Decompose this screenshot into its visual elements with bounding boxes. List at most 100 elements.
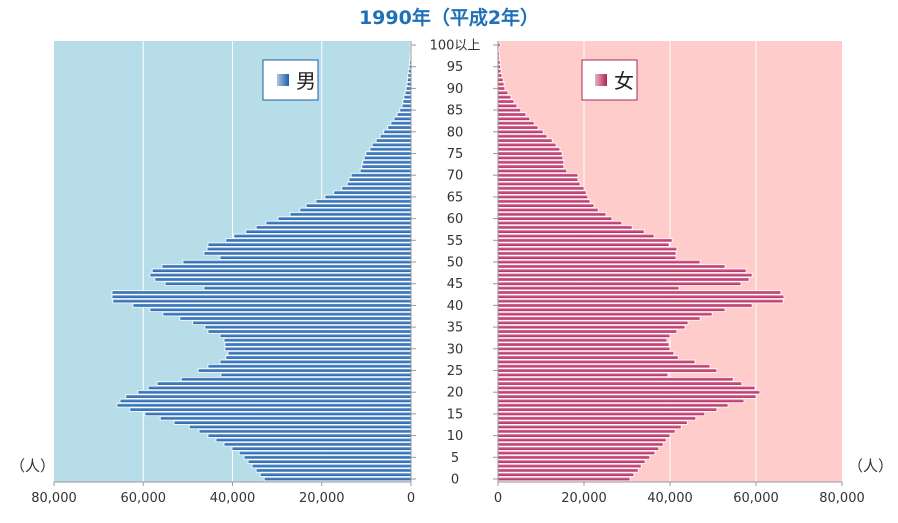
- male-bar-age-13: [173, 420, 412, 425]
- age-tick-label: 55: [447, 234, 464, 249]
- male-bar-age-35: [204, 324, 412, 330]
- male-bar-age-10: [207, 433, 412, 438]
- age-tick-label: 80: [447, 125, 464, 140]
- female-bar-age-20: [497, 389, 761, 395]
- male-bar-age-15: [144, 411, 412, 417]
- male-x-tick-label: 60,000: [121, 491, 167, 506]
- female-bar-age-78: [497, 138, 553, 143]
- female-bar-age-0: [497, 476, 631, 482]
- age-tick-label: 70: [447, 169, 464, 184]
- male-bar-age-32: [223, 337, 412, 343]
- male-bar-age-36: [192, 320, 412, 325]
- female-bar-age-25: [497, 368, 718, 373]
- male-bar-age-29: [227, 350, 412, 356]
- male-bar-age-5: [243, 455, 412, 460]
- female-bar-age-28: [497, 355, 679, 360]
- female-bar-age-74: [497, 155, 564, 161]
- male-bar-age-90: [405, 86, 412, 91]
- female-bar-age-72: [497, 164, 565, 169]
- unit-label-left: （人）: [10, 457, 55, 475]
- age-tick-label: 45: [447, 277, 464, 292]
- male-bar-age-73: [362, 159, 412, 165]
- female-bar-age-33: [497, 333, 671, 338]
- female-bar-age-89: [497, 90, 509, 95]
- male-bar-age-4: [247, 459, 412, 464]
- male-bar-age-56: [233, 233, 412, 239]
- male-bar-age-76: [369, 146, 412, 152]
- female-bar-age-27: [497, 359, 696, 365]
- male-bar-age-24: [220, 372, 412, 378]
- female-bar-age-43: [497, 290, 782, 295]
- female-bar-age-62: [497, 207, 599, 213]
- female-bar-age-15: [497, 411, 706, 417]
- male-bar-age-78: [375, 138, 412, 143]
- age-tick-label: 75: [447, 147, 464, 162]
- male-bar-age-22: [156, 381, 412, 386]
- male-bar-age-51: [219, 255, 412, 260]
- female-bar-age-54: [497, 242, 670, 247]
- female-bar-age-80: [497, 129, 544, 134]
- male-bar-age-62: [299, 207, 412, 213]
- male-bar-age-26: [207, 363, 412, 369]
- male-bar-age-60: [277, 216, 412, 221]
- male-bar-age-23: [180, 376, 412, 382]
- female-legend-box: [581, 59, 638, 101]
- male-bar-age-25: [197, 368, 412, 373]
- male-bar-age-64: [315, 199, 412, 204]
- male-bar-age-43: [111, 290, 412, 295]
- female-bar-age-36: [497, 320, 689, 325]
- age-tick-label: 35: [447, 321, 464, 336]
- female-bar-age-63: [497, 203, 595, 208]
- male-bar-age-16: [129, 407, 412, 412]
- female-legend-swatch: [595, 74, 607, 86]
- female-bar-age-52: [497, 251, 677, 256]
- female-x-tick-label: 40,000: [647, 491, 693, 506]
- female-bar-age-42: [497, 294, 785, 299]
- female-bar-age-53: [497, 246, 678, 252]
- age-tick-label: 5: [451, 451, 459, 466]
- age-tick-label: 95: [447, 60, 464, 75]
- female-bar-age-3: [497, 463, 642, 469]
- female-bar-age-70: [497, 172, 579, 178]
- female-bar-age-18: [497, 398, 745, 404]
- female-x-tick-label: 0: [494, 491, 502, 506]
- male-bar-age-52: [203, 251, 412, 256]
- male-bar-age-19: [125, 394, 412, 399]
- male-bar-age-8: [223, 442, 412, 447]
- male-bar-age-45: [164, 281, 412, 286]
- female-bar-age-17: [497, 403, 729, 408]
- male-bar-age-68: [346, 181, 412, 187]
- female-bar-age-77: [497, 142, 557, 148]
- female-bar-age-93: [497, 73, 503, 78]
- female-x-tick-label: 20,000: [561, 491, 607, 506]
- male-bar-age-28: [225, 355, 412, 360]
- female-bar-age-23: [497, 376, 734, 382]
- male-bar-age-66: [333, 190, 412, 195]
- female-bar-age-69: [497, 177, 579, 182]
- male-x-tick-label: 80,000: [31, 491, 77, 506]
- male-bar-age-9: [215, 437, 412, 443]
- female-bar-age-64: [497, 199, 591, 204]
- bars: [111, 42, 785, 482]
- female-bar-age-11: [497, 429, 676, 434]
- male-x-tick-label: 40,000: [210, 491, 256, 506]
- male-bar-age-6: [238, 450, 412, 456]
- age-tick-label: 10: [447, 429, 464, 444]
- female-bar-age-46: [497, 277, 750, 282]
- male-legend-swatch: [277, 74, 289, 86]
- male-bar-age-2: [255, 468, 412, 473]
- female-bar-age-81: [497, 125, 539, 130]
- age-tick-label: 30: [447, 342, 464, 357]
- female-bar-age-65: [497, 194, 589, 200]
- female-bar-age-26: [497, 363, 711, 369]
- female-bar-age-19: [497, 394, 757, 399]
- male-bar-age-31: [224, 342, 412, 347]
- female-bar-age-71: [497, 168, 568, 174]
- male-x-tick-label: 20,000: [299, 491, 345, 506]
- female-bar-age-67: [497, 186, 585, 191]
- age-tick-label: 100以上: [430, 39, 481, 54]
- female-bar-age-83: [497, 116, 531, 121]
- x-axis: 0 0 20,000 20,000 40,000 40,000 60,000 60,000 80…: [31, 491, 865, 506]
- male-bar-age-30: [224, 346, 412, 351]
